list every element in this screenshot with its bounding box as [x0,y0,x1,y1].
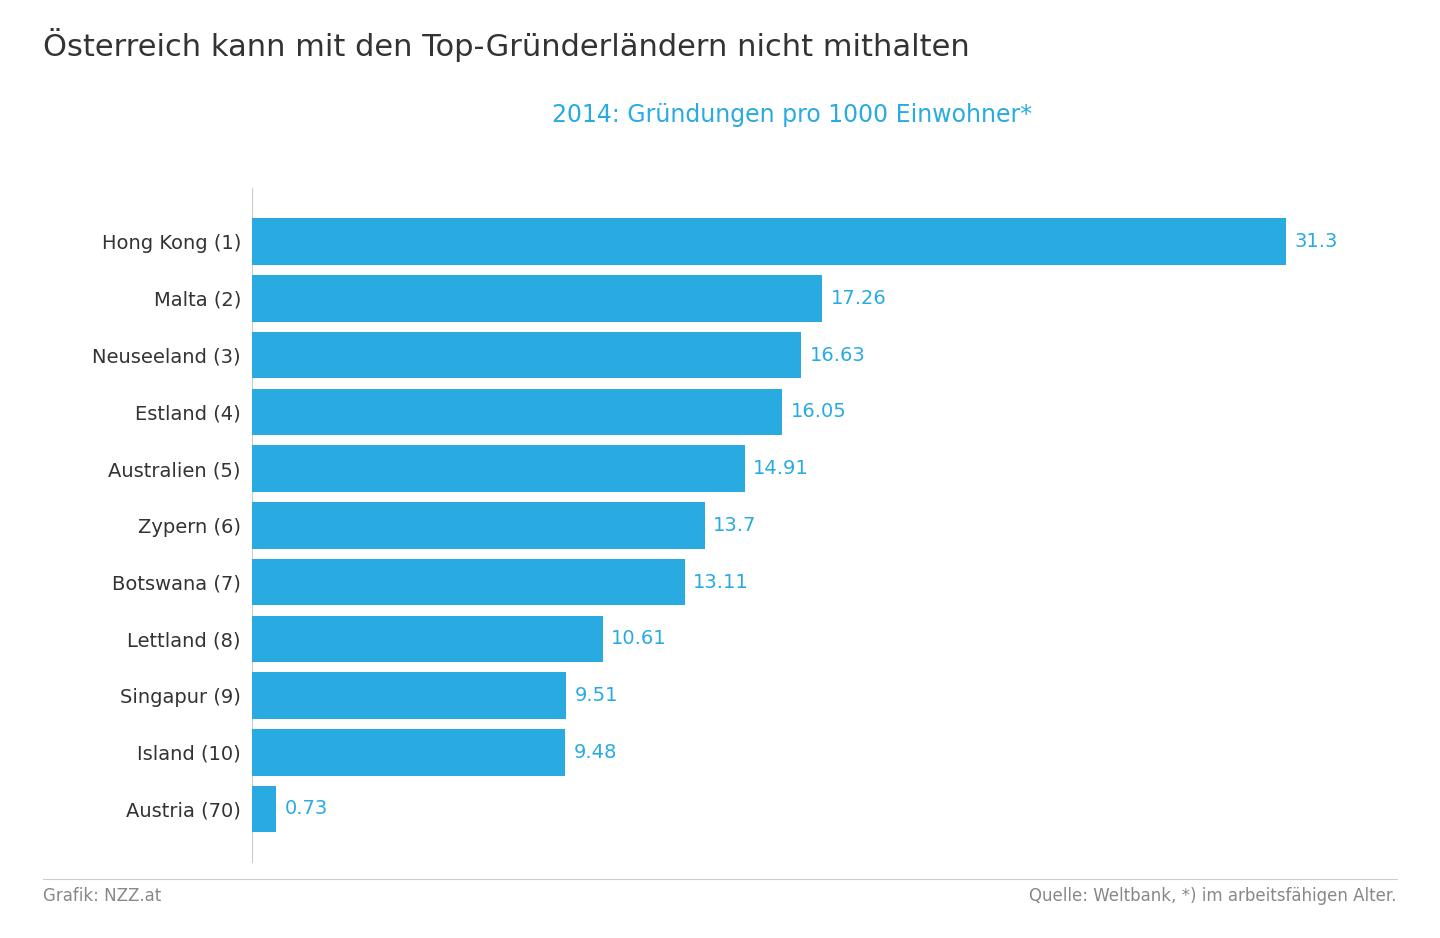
Text: 2014: Gründungen pro 1000 Einwohner*: 2014: Gründungen pro 1000 Einwohner* [552,103,1032,128]
Bar [252,559,685,605]
Text: 31.3: 31.3 [1295,232,1338,251]
Text: 13.11: 13.11 [693,572,749,592]
Bar [252,446,744,492]
Bar [252,673,566,719]
Bar [252,615,602,662]
Text: 13.7: 13.7 [713,516,756,535]
Bar [252,332,802,378]
Text: 10.61: 10.61 [611,629,667,648]
Bar [252,502,704,549]
Text: 16.05: 16.05 [791,402,847,421]
Text: 9.51: 9.51 [575,686,618,705]
Bar [252,275,822,322]
Text: 16.63: 16.63 [809,345,865,365]
Bar [252,388,782,435]
Text: 9.48: 9.48 [573,743,616,762]
Text: Grafik: NZZ.at: Grafik: NZZ.at [43,886,161,905]
Bar [252,219,1286,265]
Text: Österreich kann mit den Top-Gründerländern nicht mithalten: Österreich kann mit den Top-Gründerlände… [43,28,971,62]
Bar [252,786,276,832]
Text: Quelle: Weltbank, *) im arbeitsfähigen Alter.: Quelle: Weltbank, *) im arbeitsfähigen A… [1030,886,1397,905]
Bar [252,729,564,776]
Text: 14.91: 14.91 [753,459,809,478]
Text: 17.26: 17.26 [831,289,886,308]
Text: 0.73: 0.73 [284,799,328,819]
